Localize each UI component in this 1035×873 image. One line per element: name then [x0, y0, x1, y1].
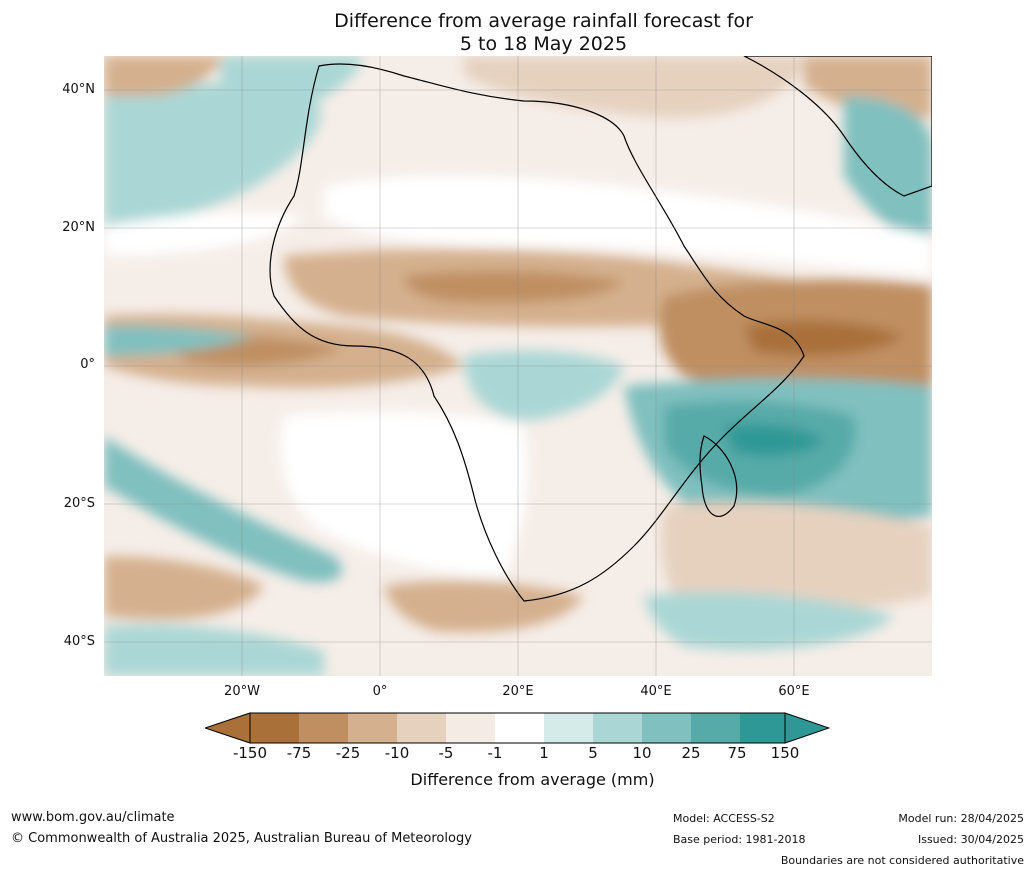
graticule: [104, 56, 932, 676]
base-period-text: Base period: 1981-2018: [673, 833, 806, 846]
colorbar-swatch-7: [544, 713, 593, 743]
colorbar-swatch-11: [740, 713, 785, 743]
colorbar-swatch-1: [250, 713, 299, 743]
colorbar-swatch-10: [691, 713, 740, 743]
colorbar-extend-low: [205, 712, 251, 744]
lon-label-20w: 20°W: [224, 684, 260, 699]
colorbar-tick: 5: [588, 744, 598, 762]
rainfall-map: [104, 56, 932, 676]
lat-label-40s: 40°S: [63, 634, 95, 649]
colorbar-frame: [249, 712, 786, 744]
lon-label-40e: 40°E: [640, 684, 672, 699]
colorbar-tick: -75: [286, 744, 312, 762]
colorbar-swatch-3: [348, 713, 397, 743]
lon-label-60e: 60°E: [778, 684, 810, 699]
model-run-text: Model run: 28/04/2025: [898, 812, 1024, 825]
lon-label-20e: 20°E: [502, 684, 534, 699]
colorbar-tick: -10: [384, 744, 410, 762]
issued-text: Issued: 30/04/2025: [917, 833, 1024, 846]
colorbar-tick: 150: [770, 744, 800, 762]
lat-label-20n: 20°N: [62, 220, 95, 235]
colorbar-tick: 25: [681, 744, 701, 762]
colorbar-tick: 10: [632, 744, 652, 762]
model-text: Model: ACCESS-S2: [673, 812, 775, 825]
colorbar-swatch-9: [642, 713, 691, 743]
map-title: Difference from average rainfall forecas…: [0, 10, 1035, 56]
colorbar-swatch-5: [446, 713, 495, 743]
website-link[interactable]: www.bom.gov.au/climate: [11, 810, 175, 825]
colorbar-title: Difference from average (mm): [410, 770, 655, 789]
colorbar-swatch-4: [397, 713, 446, 743]
colorbar-swatch-6: [495, 713, 544, 743]
colorbar-swatch-8: [593, 713, 642, 743]
disclaimer-text: Boundaries are not considered authoritat…: [780, 854, 1024, 867]
coastlines: [269, 56, 932, 602]
lat-label-40n: 40°N: [62, 82, 95, 97]
lat-label-0: 0°: [80, 357, 95, 372]
copyright-text: © Commonwealth of Australia 2025, Austra…: [11, 831, 472, 846]
colorbar-tick: -1: [487, 744, 503, 762]
lon-label-0: 0°: [372, 684, 388, 699]
rainfall-map-svg: [104, 56, 932, 676]
colorbar-tick: 1: [539, 744, 549, 762]
colorbar: [205, 712, 830, 744]
colorbar-extend-high: [784, 712, 830, 744]
colorbar-swatch-2: [299, 713, 348, 743]
colorbar-tick: -25: [335, 744, 361, 762]
anomaly-shading: [104, 56, 932, 676]
colorbar-tick: 75: [727, 744, 747, 762]
title-line-1: Difference from average rainfall forecas…: [334, 10, 753, 32]
colorbar-tick: -150: [232, 744, 268, 762]
colorbar-tick: -5: [438, 744, 454, 762]
title-line-2: 5 to 18 May 2025: [459, 33, 628, 55]
lat-label-20s: 20°S: [63, 496, 95, 511]
